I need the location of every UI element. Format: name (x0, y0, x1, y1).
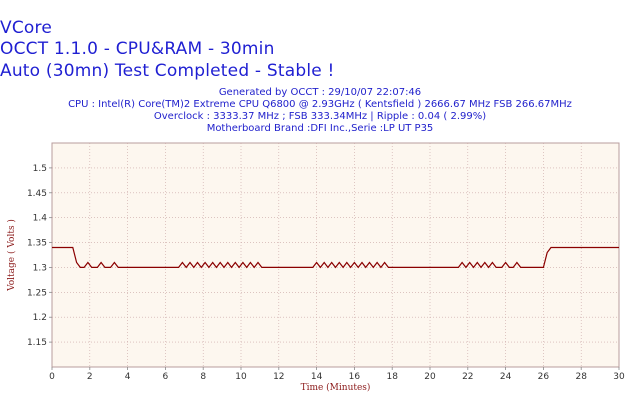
x-tick-label: 18 (386, 372, 398, 382)
x-tick-label: 4 (125, 372, 131, 382)
motherboard-info: Motherboard Brand :DFI Inc.,Serie :LP UT… (206, 123, 434, 134)
y-tick-label: 1.45 (27, 189, 47, 199)
y-tick-label: 1.25 (27, 288, 47, 298)
x-tick-label: 26 (538, 372, 550, 382)
x-tick-label: 30 (613, 372, 625, 382)
x-tick-label: 20 (424, 372, 436, 382)
test-status: Auto (30mn) Test Completed - Stable ! (0, 61, 335, 81)
y-tick-label: 1.2 (33, 313, 47, 323)
y-tick-label: 1.15 (27, 338, 47, 348)
plot-area (51, 142, 620, 368)
grid (52, 143, 619, 367)
x-tick-label: 10 (235, 372, 247, 382)
series-line (52, 246, 619, 269)
y-tick-label: 1.35 (27, 239, 47, 249)
x-tick-label: 24 (500, 372, 512, 382)
x-tick-label: 28 (575, 372, 587, 382)
y-tick-label: 1.5 (33, 164, 47, 174)
chart-subtitle: OCCT 1.1.0 - CPU&RAM - 30min (0, 39, 275, 59)
y-tick-label: 1.3 (33, 263, 47, 273)
x-tick-label: 8 (200, 372, 206, 382)
x-tick-label: 12 (273, 372, 284, 382)
x-tick-label: 2 (87, 372, 93, 382)
x-tick-label: 22 (462, 372, 473, 382)
y-tick-label: 1.4 (33, 214, 48, 224)
y-axis-label: Voltage ( Volts ) (6, 219, 17, 292)
x-tick-label: 0 (49, 372, 55, 382)
axis-ticks: 0 2 4 6 8 10 12 14 16 18 20 22 24 26 28 301.151.21.251.… (27, 164, 625, 382)
x-tick-label: 14 (311, 372, 323, 382)
x-tick-label: 16 (349, 372, 361, 382)
overclock-info: Overclock : 3333.37 MHz ; FSB 333.34MHz … (153, 111, 487, 122)
cpu-info: CPU : Intel(R) Core(TM)2 Extreme CPU Q68… (68, 99, 572, 110)
x-axis-label: Time (Minutes) (301, 382, 371, 393)
chart-title: VCore (0, 18, 52, 38)
generated-info: Generated by OCCT : 29/10/07 22:07:46 (218, 87, 422, 98)
x-tick-label: 6 (163, 372, 169, 382)
